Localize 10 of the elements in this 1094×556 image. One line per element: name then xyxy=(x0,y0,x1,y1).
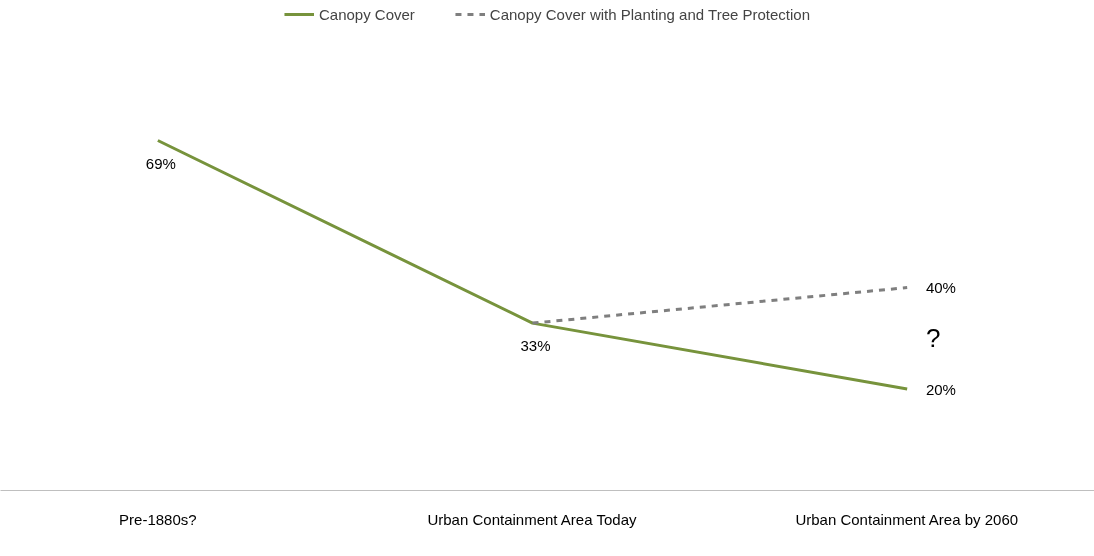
data-label: 20% xyxy=(925,380,956,398)
x-tick-label: Urban Containment Area by 2060 xyxy=(795,510,1019,528)
x-tick-label: Urban Containment Area Today xyxy=(427,510,637,528)
data-label: 69% xyxy=(145,154,176,172)
legend-label: Canopy Cover xyxy=(318,5,415,23)
x-tick-label: Pre-1880s? xyxy=(119,510,197,528)
data-label: 40% xyxy=(925,279,956,297)
annotation: ? xyxy=(925,323,941,354)
data-label: 33% xyxy=(520,337,551,355)
legend-label: Canopy Cover with Planting and Tree Protection xyxy=(489,5,811,23)
